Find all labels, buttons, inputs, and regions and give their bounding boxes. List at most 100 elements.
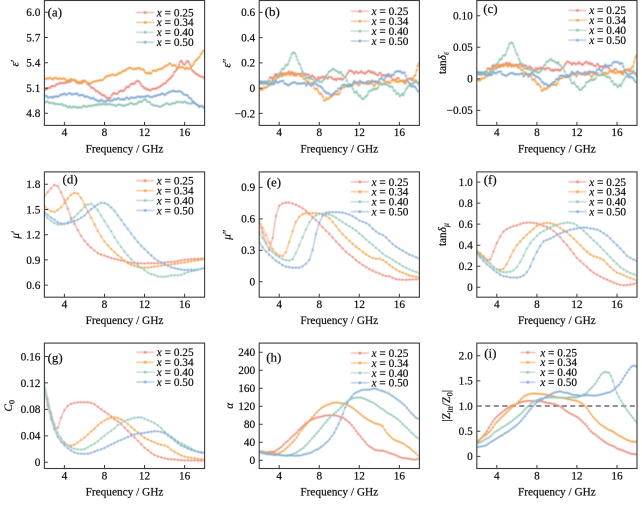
- svg-text:(i): (i): [484, 346, 496, 361]
- svg-text:160: 160: [238, 383, 255, 395]
- svg-text:120: 120: [238, 401, 255, 413]
- svg-text:0.2: 0.2: [241, 58, 255, 70]
- svg-text:x = 0.40: x = 0.40: [156, 195, 194, 207]
- svg-text:x = 0.25: x = 0.25: [156, 347, 194, 359]
- svg-text:8: 8: [102, 127, 108, 139]
- svg-text:12: 12: [571, 470, 583, 482]
- svg-text:x = 0.25: x = 0.25: [371, 348, 409, 360]
- svg-text:(a): (a): [48, 4, 62, 19]
- svg-text:4: 4: [62, 470, 68, 482]
- svg-text:−0.05: −0.05: [447, 105, 473, 117]
- svg-text:12: 12: [354, 470, 366, 482]
- svg-text:12: 12: [354, 299, 366, 311]
- svg-text:x = 0.34: x = 0.34: [156, 186, 194, 198]
- svg-text:8: 8: [316, 127, 322, 139]
- svg-text:Frequency / GHz: Frequency / GHz: [86, 143, 164, 155]
- svg-text:x = 0.25: x = 0.25: [588, 5, 626, 17]
- svg-text:Frequency / GHz: Frequency / GHz: [86, 486, 164, 498]
- svg-text:Frequency / GHz: Frequency / GHz: [86, 315, 164, 327]
- svg-text:x = 0.25: x = 0.25: [371, 6, 409, 18]
- svg-text:α: α: [224, 402, 236, 409]
- svg-text:0: 0: [467, 282, 473, 294]
- svg-text:16: 16: [179, 127, 191, 139]
- svg-text:0: 0: [250, 277, 256, 289]
- svg-text:x = 0.40: x = 0.40: [156, 367, 194, 379]
- svg-text:0.10: 0.10: [453, 11, 473, 23]
- svg-text:Frequency / GHz: Frequency / GHz: [518, 143, 596, 155]
- svg-text:x = 0.25: x = 0.25: [371, 177, 409, 189]
- svg-text:x = 0.40: x = 0.40: [371, 26, 409, 38]
- svg-text:0: 0: [250, 455, 256, 467]
- svg-text:(b): (b): [265, 4, 280, 19]
- svg-text:0.05: 0.05: [453, 42, 473, 54]
- svg-text:x = 0.25: x = 0.25: [588, 177, 626, 189]
- svg-text:x = 0.40: x = 0.40: [156, 27, 194, 39]
- svg-text:|Zin/Z0|: |Zin/Z0|: [441, 390, 455, 422]
- svg-text:Frequency / GHz: Frequency / GHz: [300, 486, 378, 498]
- svg-text:(g): (g): [48, 350, 63, 365]
- svg-text:x = 0.25: x = 0.25: [539, 347, 577, 359]
- svg-text:5.1: 5.1: [26, 83, 40, 95]
- svg-text:x = 0.34: x = 0.34: [371, 16, 409, 28]
- svg-text:5.7: 5.7: [26, 32, 40, 44]
- svg-text:x = 0.40: x = 0.40: [588, 197, 626, 209]
- svg-text:Frequency / GHz: Frequency / GHz: [300, 315, 378, 327]
- svg-text:2.0: 2.0: [459, 351, 473, 363]
- svg-text:μ′: μ′: [10, 231, 22, 240]
- svg-text:8: 8: [534, 127, 540, 139]
- svg-text:16: 16: [179, 299, 191, 311]
- svg-text:1.0: 1.0: [459, 177, 473, 189]
- svg-text:0.5: 0.5: [459, 426, 473, 438]
- svg-text:16: 16: [394, 127, 406, 139]
- svg-text:0.3: 0.3: [241, 245, 255, 257]
- svg-text:8: 8: [316, 470, 322, 482]
- svg-text:x = 0.50: x = 0.50: [588, 35, 626, 47]
- svg-text:x = 0.34: x = 0.34: [156, 17, 194, 29]
- svg-text:0.6: 0.6: [459, 219, 473, 231]
- svg-text:8: 8: [316, 299, 322, 311]
- svg-text:8: 8: [102, 299, 108, 311]
- svg-text:240: 240: [238, 347, 255, 359]
- svg-text:1.0: 1.0: [459, 401, 473, 413]
- svg-text:0: 0: [467, 451, 473, 463]
- svg-text:μ″: μ″: [222, 229, 234, 241]
- svg-text:tanδμ: tanδμ: [437, 223, 451, 246]
- svg-text:40: 40: [244, 437, 256, 449]
- svg-text:200: 200: [238, 365, 255, 377]
- svg-text:0.04: 0.04: [21, 431, 41, 443]
- svg-text:x = 0.34: x = 0.34: [371, 358, 409, 370]
- svg-text:0.2: 0.2: [459, 261, 473, 273]
- svg-text:12: 12: [571, 299, 583, 311]
- svg-text:0: 0: [35, 457, 41, 469]
- svg-text:0.6: 0.6: [26, 280, 40, 292]
- svg-text:x = 0.34: x = 0.34: [588, 15, 626, 27]
- svg-text:4: 4: [494, 127, 500, 139]
- svg-text:x = 0.50: x = 0.50: [371, 36, 409, 48]
- svg-text:0.12: 0.12: [21, 378, 41, 390]
- svg-text:0.9: 0.9: [241, 182, 255, 194]
- svg-text:tanδε: tanδε: [437, 51, 451, 74]
- svg-text:x = 0.25: x = 0.25: [156, 176, 194, 188]
- svg-text:4: 4: [276, 299, 282, 311]
- svg-text:4: 4: [276, 127, 282, 139]
- svg-text:x = 0.34: x = 0.34: [539, 357, 577, 369]
- svg-text:5.4: 5.4: [26, 58, 40, 70]
- svg-text:0.6: 0.6: [241, 7, 255, 19]
- svg-text:x = 0.25: x = 0.25: [156, 7, 194, 19]
- svg-text:12: 12: [571, 127, 583, 139]
- svg-text:Frequency / GHz: Frequency / GHz: [518, 486, 596, 498]
- svg-text:C0: C0: [3, 400, 17, 412]
- svg-text:Frequency / GHz: Frequency / GHz: [518, 315, 596, 327]
- svg-text:6.0: 6.0: [26, 7, 40, 19]
- svg-text:12: 12: [139, 127, 151, 139]
- svg-text:x = 0.50: x = 0.50: [156, 377, 194, 389]
- svg-text:8: 8: [534, 470, 540, 482]
- svg-text:16: 16: [394, 299, 406, 311]
- svg-text:8: 8: [102, 470, 108, 482]
- svg-text:0: 0: [250, 83, 256, 95]
- svg-text:x = 0.40: x = 0.40: [539, 367, 577, 379]
- svg-text:−0.2: −0.2: [235, 108, 256, 120]
- svg-text:x = 0.50: x = 0.50: [156, 205, 194, 217]
- svg-text:4: 4: [62, 299, 68, 311]
- svg-text:x = 0.34: x = 0.34: [588, 187, 626, 199]
